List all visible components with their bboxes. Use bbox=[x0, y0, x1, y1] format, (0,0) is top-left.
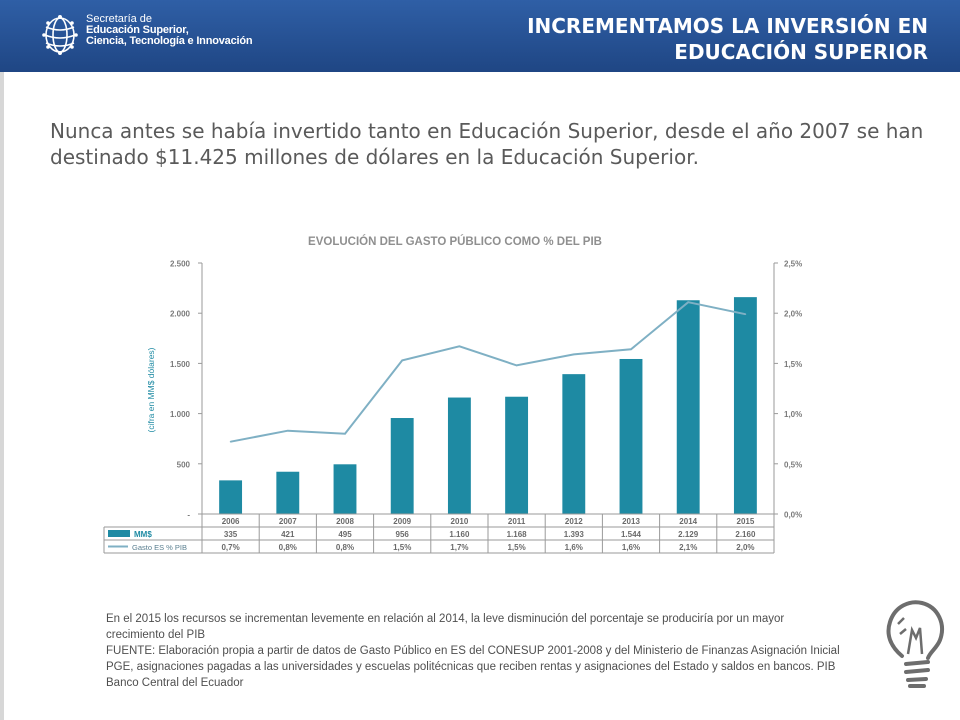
bar-2007 bbox=[276, 471, 300, 514]
line-point-2009 bbox=[401, 359, 404, 362]
org-line-3: Ciencia, Tecnología e Innovación bbox=[86, 35, 253, 47]
data-label-line: 1,7% bbox=[450, 543, 468, 552]
bar-2012 bbox=[562, 374, 586, 514]
org-line-1: Secretaría de bbox=[86, 13, 153, 25]
y2-tick-label: 1,5% bbox=[784, 360, 802, 369]
header-bar: Secretaría de Educación Superior, Cienci… bbox=[0, 0, 960, 72]
x-tick-label: 2009 bbox=[393, 517, 411, 526]
data-label-line: 0,7% bbox=[221, 543, 239, 552]
data-label-bars: 2.129 bbox=[678, 530, 699, 539]
x-tick-label: 2015 bbox=[737, 517, 755, 526]
legend-label-bars: MM$ bbox=[134, 530, 152, 539]
y2-tick-label: 0,0% bbox=[784, 511, 802, 520]
bar-2014 bbox=[676, 300, 700, 514]
footnote-line-4: PGE, asignaciones pagadas a las universi… bbox=[106, 661, 836, 673]
data-label-line: 1,6% bbox=[565, 543, 583, 552]
line-point-2010 bbox=[458, 345, 461, 348]
data-label-line: 1,5% bbox=[393, 543, 411, 552]
line-point-2012 bbox=[573, 353, 575, 356]
slide-title: INCREMENTAMOS LA INVERSIÓN EN EDUCACIÓN … bbox=[527, 13, 928, 65]
data-label-bars: 1.544 bbox=[621, 530, 642, 539]
x-tick-label: 2013 bbox=[622, 517, 640, 526]
y2-tick-label: 1,0% bbox=[784, 410, 802, 419]
slide-title-line-1: INCREMENTAMOS LA INVERSIÓN EN bbox=[527, 14, 928, 38]
y2-tick-label: 2,5% bbox=[784, 260, 802, 269]
line-point-2008 bbox=[344, 432, 346, 435]
x-tick-label: 2014 bbox=[679, 517, 697, 526]
y-tick-label: 1.000 bbox=[170, 410, 191, 419]
org-line-2: Educación Superior, bbox=[86, 24, 189, 36]
line-point-2011 bbox=[515, 364, 518, 367]
bar-2011 bbox=[505, 396, 529, 514]
globe-logo-icon bbox=[42, 15, 78, 55]
y-tick-label: 1.500 bbox=[170, 360, 191, 369]
footnote-line-2: crecimiento del PIB bbox=[106, 629, 206, 641]
line-point-2013 bbox=[630, 348, 632, 351]
data-label-line: 2,0% bbox=[736, 543, 754, 552]
x-tick-label: 2010 bbox=[451, 517, 469, 526]
x-tick-label: 2006 bbox=[222, 517, 240, 526]
footnote-line-1: En el 2015 los recursos se incrementan l… bbox=[106, 613, 785, 625]
footnote: En el 2015 los recursos se incrementan l… bbox=[106, 611, 886, 691]
bar-2015 bbox=[733, 297, 757, 514]
line-point-2014 bbox=[687, 301, 689, 303]
data-label-bars: 2.160 bbox=[735, 530, 756, 539]
line-point-2015 bbox=[744, 313, 747, 316]
data-label-line: 2,1% bbox=[679, 543, 697, 552]
y-tick-label: 2.000 bbox=[170, 310, 191, 319]
data-label-bars: 1.168 bbox=[507, 530, 528, 539]
lead-line-1: Nunca antes se había invertido tanto en … bbox=[50, 119, 924, 143]
line-point-2007 bbox=[287, 429, 289, 432]
x-tick-label: 2008 bbox=[336, 517, 354, 526]
x-tick-label: 2007 bbox=[279, 517, 297, 526]
data-label-bars: 1.393 bbox=[564, 530, 585, 539]
y2-tick-label: 0,5% bbox=[784, 460, 802, 469]
bar-2013 bbox=[619, 358, 643, 514]
bar-2008 bbox=[333, 464, 357, 514]
lightbulb-icon bbox=[886, 600, 944, 688]
y2-tick-label: 2,0% bbox=[784, 310, 802, 319]
y-tick-label: 500 bbox=[177, 460, 191, 469]
y-axis-label: (cifra en MM$ dólares) bbox=[146, 347, 156, 432]
data-label-line: 0,8% bbox=[336, 543, 354, 552]
data-label-line: 1,5% bbox=[507, 543, 525, 552]
line-point-2006 bbox=[229, 440, 232, 443]
y-tick-label: 2.500 bbox=[170, 260, 191, 269]
bar-2009 bbox=[390, 418, 414, 514]
x-tick-label: 2011 bbox=[508, 517, 526, 526]
data-label-line: 0,8% bbox=[279, 543, 297, 552]
bar-2006 bbox=[219, 480, 243, 514]
x-tick-label: 2012 bbox=[565, 517, 583, 526]
data-label-bars: 495 bbox=[338, 530, 352, 539]
footnote-line-3: FUENTE: Elaboración propia a partir de d… bbox=[106, 645, 840, 657]
bar-2010 bbox=[447, 397, 471, 514]
footnote-line-5: Banco Central del Ecuador bbox=[106, 677, 244, 689]
left-divider bbox=[0, 72, 4, 720]
organization-name: Secretaría de Educación Superior, Cienci… bbox=[86, 13, 253, 47]
lead-paragraph: Nunca antes se había invertido tanto en … bbox=[50, 118, 930, 170]
data-label-bars: 421 bbox=[281, 530, 295, 539]
chart-title: EVOLUCIÓN DEL GASTO PÚBLICO COMO % DEL P… bbox=[308, 235, 602, 248]
legend-label-line: Gasto ES % PIB bbox=[132, 543, 187, 552]
data-label-bars: 1.160 bbox=[449, 530, 470, 539]
data-label-bars: 956 bbox=[396, 530, 410, 539]
y-tick-label: - bbox=[187, 511, 190, 520]
line-series-gasto-pib bbox=[230, 301, 746, 443]
lead-line-2: destinado $11.425 millones de dólares en… bbox=[50, 145, 699, 169]
data-label-bars: 335 bbox=[224, 530, 238, 539]
legend-swatch-bars bbox=[108, 530, 130, 537]
data-label-line: 1,6% bbox=[622, 543, 640, 552]
slide-title-line-2: EDUCACIÓN SUPERIOR bbox=[674, 40, 928, 64]
